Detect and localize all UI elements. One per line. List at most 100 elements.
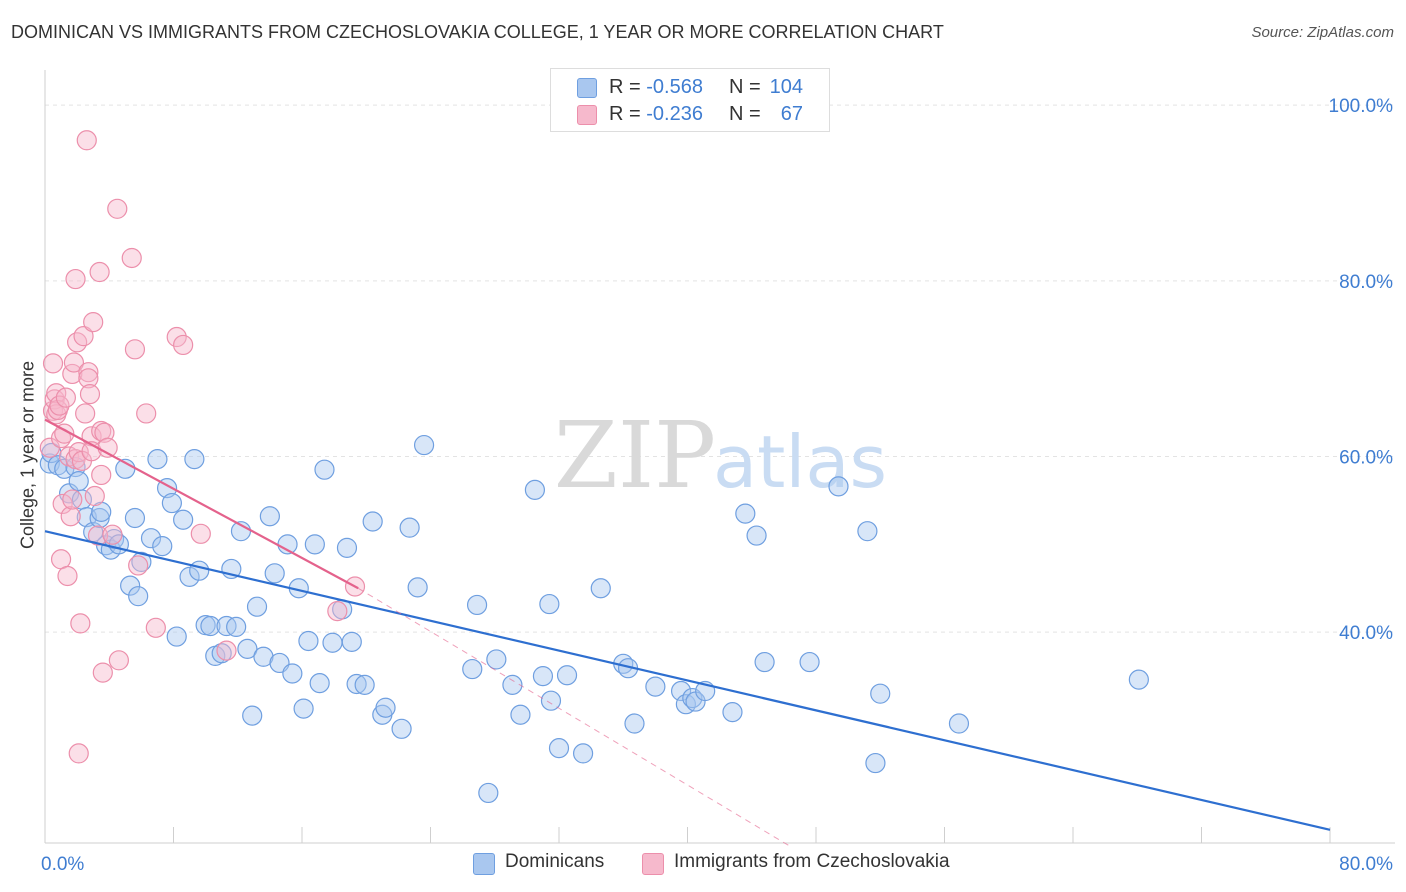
legend-swatch-dominicans <box>473 853 495 875</box>
data-point <box>89 261 110 283</box>
data-point <box>754 651 775 673</box>
data-point <box>140 528 162 549</box>
data-point <box>746 525 767 546</box>
legend-swatch-czechoslovakia <box>642 853 664 875</box>
data-point <box>670 680 692 702</box>
data-point <box>341 631 362 652</box>
data-point <box>128 555 149 576</box>
data-point <box>237 638 258 659</box>
data-point <box>362 511 383 532</box>
data-point <box>502 674 523 695</box>
data-point <box>391 718 412 739</box>
data-point <box>190 523 211 544</box>
series-dominicans <box>39 434 1149 804</box>
data-point <box>107 198 128 219</box>
data-point <box>282 663 303 684</box>
x-tick-label: 80.0% <box>1339 854 1393 875</box>
data-point <box>354 674 375 695</box>
data-point <box>532 666 554 687</box>
data-point <box>865 752 886 774</box>
data-point <box>682 687 703 709</box>
data-point <box>870 683 891 704</box>
data-point <box>108 650 129 671</box>
data-point <box>68 470 89 492</box>
data-point <box>735 503 756 524</box>
legend-n-value: 104 <box>769 76 803 98</box>
watermark-atlas: atlas <box>713 420 887 504</box>
data-point <box>346 673 367 695</box>
data-point <box>94 422 115 443</box>
watermark: ZIP atlas <box>554 402 887 509</box>
data-point <box>179 566 200 587</box>
data-point <box>65 268 86 290</box>
y-tick-label: 40.0% <box>1339 623 1393 644</box>
data-point <box>327 600 348 622</box>
legend-r-label: R = <box>609 103 641 125</box>
data-point <box>46 383 67 404</box>
data-point <box>539 593 560 615</box>
legend-row-dominicans: R = -0.568 N = 104 <box>551 74 829 100</box>
data-point <box>57 565 78 587</box>
data-point <box>63 352 85 373</box>
legend-n-label: N = <box>729 103 761 125</box>
data-point <box>54 423 75 444</box>
data-point <box>799 651 820 673</box>
data-point <box>304 534 325 555</box>
y-tick-label: 60.0% <box>1339 448 1393 469</box>
data-point <box>590 578 611 599</box>
data-point <box>161 492 182 514</box>
data-point <box>1128 669 1149 690</box>
data-point <box>173 334 194 356</box>
data-point <box>264 563 285 584</box>
y-axis-label: College, 1 year or more <box>17 360 38 550</box>
data-point <box>298 630 319 652</box>
data-point <box>136 403 157 424</box>
data-point <box>147 449 168 470</box>
data-point <box>92 662 113 683</box>
legend-swatch-pink <box>577 105 597 125</box>
data-point <box>645 676 666 697</box>
x-tick-label: 0.0% <box>41 854 84 875</box>
data-point <box>152 535 173 557</box>
data-point <box>84 485 105 507</box>
data-point <box>293 698 314 719</box>
data-point <box>462 658 483 680</box>
data-point <box>572 743 594 764</box>
data-point <box>102 524 123 545</box>
data-point <box>70 613 91 634</box>
data-point <box>120 575 141 596</box>
legend-r-label: R = <box>609 76 641 98</box>
trend-lines <box>44 418 1331 848</box>
data-point <box>55 387 76 408</box>
data-point <box>166 626 187 647</box>
data-point <box>556 665 578 686</box>
data-point <box>540 690 562 711</box>
trend-line-dominicans <box>44 530 1331 831</box>
data-point <box>242 705 263 726</box>
data-point <box>466 594 488 616</box>
data-point <box>624 713 645 734</box>
data-point <box>189 560 210 581</box>
data-point <box>42 353 64 374</box>
data-point <box>121 247 142 269</box>
data-point <box>407 577 428 598</box>
data-point <box>67 332 88 353</box>
trend-line-czechoslovakia-extension <box>357 587 793 848</box>
legend-n-value: 67 <box>780 103 803 125</box>
data-point <box>145 617 166 638</box>
data-point <box>124 507 146 529</box>
data-point <box>216 640 237 661</box>
data-point <box>75 403 96 424</box>
data-point <box>226 616 247 638</box>
legend-r: R = -0.236 <box>609 103 703 126</box>
legend-row-czechoslovakia: R = -0.236 N = 67 <box>551 101 829 127</box>
data-point <box>486 649 507 670</box>
data-point <box>314 459 335 480</box>
data-point <box>78 368 99 389</box>
series-legend: Dominicans Immigrants from Czechoslovaki… <box>0 851 1406 879</box>
data-point <box>60 506 81 527</box>
data-point <box>322 632 343 653</box>
grid-lines <box>45 104 1395 633</box>
legend-r-value: -0.568 <box>646 76 703 98</box>
